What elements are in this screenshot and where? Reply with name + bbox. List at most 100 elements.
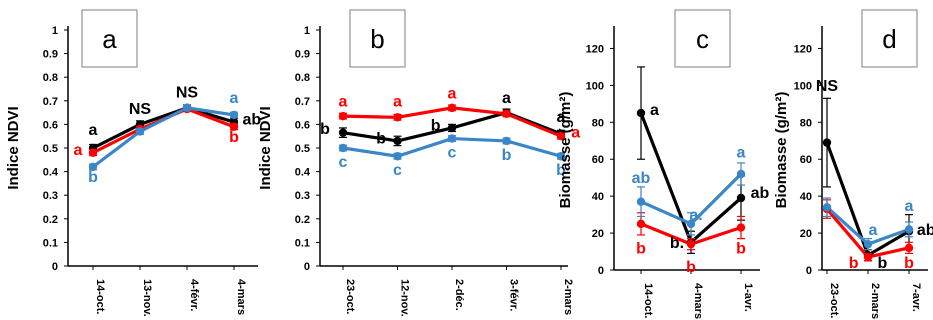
significance-label: b xyxy=(849,255,859,272)
significance-label: b xyxy=(320,121,330,138)
data-point xyxy=(863,239,873,249)
data-point xyxy=(447,123,457,133)
data-point xyxy=(736,193,746,203)
data-point xyxy=(636,219,646,229)
x-tick-label: 2-mars xyxy=(869,283,881,319)
y-tick-label: 40 xyxy=(800,191,812,203)
y-axis-title: Indice NDVI xyxy=(5,106,22,189)
significance-label: a xyxy=(650,102,659,119)
significance-label: b xyxy=(502,147,512,164)
panel-label-box xyxy=(349,9,406,68)
y-tick-label: 0.5 xyxy=(295,143,310,155)
significance-label: b xyxy=(556,162,566,179)
significance-label: a xyxy=(868,222,877,239)
y-tick-label: 0.3 xyxy=(43,190,58,202)
y-tick-label: 40 xyxy=(592,191,604,203)
y-tick-label: 0.9 xyxy=(295,49,310,61)
y-tick-label: 0.1 xyxy=(295,237,310,249)
y-tick-label: 0.6 xyxy=(43,119,58,131)
data-point xyxy=(88,148,98,157)
x-tick-label: 23-oct. xyxy=(828,283,840,318)
panel-label: b xyxy=(370,24,384,54)
x-tick-label: 12-nov. xyxy=(399,279,411,317)
x-tick-label: 4-mars xyxy=(692,283,704,319)
y-tick-label: 0 xyxy=(52,261,58,273)
x-tick-label: 14-oct. xyxy=(642,283,654,318)
significance-label: ab xyxy=(751,185,770,202)
data-point xyxy=(636,197,646,206)
significance-label: a xyxy=(737,144,746,161)
chart-panel-b: 0 0.1 0.2 0.3 0.4 0.5 0.6 0.7 0.8 0.9 1 23-oct. 12-n… xyxy=(257,9,580,317)
data-point xyxy=(904,225,914,234)
significance-label: c xyxy=(393,162,402,179)
panel-label: a xyxy=(102,24,117,54)
x-tick-label: 7-avr. xyxy=(910,283,922,312)
data-point xyxy=(686,219,696,229)
y-tick-label: 120 xyxy=(586,43,604,55)
y-tick-label: 0.5 xyxy=(43,143,58,155)
significance-label: b xyxy=(229,129,239,146)
data-point xyxy=(904,243,914,253)
significance-label: b xyxy=(376,130,386,147)
y-tick-label: 80 xyxy=(592,117,604,129)
data-point xyxy=(338,143,348,153)
y-tick-label: 0.9 xyxy=(43,49,58,61)
data-point xyxy=(502,109,511,118)
data-point xyxy=(556,132,566,141)
x-tick-label: 13-nov. xyxy=(141,279,153,317)
data-point xyxy=(393,152,402,161)
y-tick-label: 0 xyxy=(598,265,604,277)
data-point xyxy=(229,122,239,131)
y-tick-label: 60 xyxy=(800,154,812,166)
significance-label: b xyxy=(431,117,441,134)
data-point xyxy=(447,134,457,143)
x-tick-label: 23-oct. xyxy=(344,279,356,314)
y-tick-label: 100 xyxy=(586,80,604,92)
x-tick-label: 2-déc. xyxy=(453,279,465,311)
significance-label: b xyxy=(904,255,914,272)
significance-label: NS xyxy=(129,101,152,118)
y-tick-label: 0.2 xyxy=(295,214,310,226)
significance-label: c xyxy=(448,144,457,161)
significance-label: ab xyxy=(632,170,651,187)
x-tick-label: 4-mars xyxy=(235,279,247,315)
significance-label: a xyxy=(230,90,239,107)
y-tick-label: 0.4 xyxy=(43,167,59,179)
y-tick-label: 60 xyxy=(592,154,604,166)
significance-label: b. xyxy=(670,235,684,252)
y-tick-label: 0.6 xyxy=(295,119,310,131)
chart-panel-d: 0 20 40 60 80 100 120 23-oct. 2-mars 7-avr. Biomas… xyxy=(773,9,933,319)
significance-label: a xyxy=(557,109,566,126)
y-tick-label: 20 xyxy=(800,228,812,240)
significance-label: a xyxy=(905,198,914,215)
x-tick-label: 2-mars xyxy=(562,279,574,315)
panel-label: d xyxy=(882,24,896,54)
significance-label: a xyxy=(393,94,402,111)
panel-label-box xyxy=(81,9,138,68)
data-point xyxy=(88,162,98,172)
data-point xyxy=(636,108,646,118)
data-point xyxy=(686,239,696,249)
chart-panel-c: 0 20 40 60 80 100 120 14-oct. 4-mars 1-avr. Biomas… xyxy=(557,9,770,319)
y-tick-label: 1 xyxy=(304,25,310,37)
significance-label: NS xyxy=(176,84,199,101)
x-tick-label: 3-févr. xyxy=(508,279,520,311)
y-tick-label: 0.7 xyxy=(43,96,58,108)
y-tick-label: 0 xyxy=(304,261,310,273)
y-tick-label: 120 xyxy=(794,43,812,55)
data-point xyxy=(182,103,192,113)
chart-panel-a: 0 0.1 0.2 0.3 0.4 0.5 0.6 0.7 0.8 0.9 1 14-oct. 13-n… xyxy=(5,9,261,317)
x-tick-label: 1-avr. xyxy=(742,283,754,312)
panel-label-box xyxy=(674,9,731,68)
y-tick-label: 80 xyxy=(800,117,812,129)
significance-label: b xyxy=(636,240,646,257)
significance-label: b xyxy=(88,169,98,186)
y-tick-label: 0.8 xyxy=(295,72,310,84)
significance-label: a xyxy=(502,90,511,107)
significance-label: a xyxy=(89,122,98,139)
data-point xyxy=(135,127,145,136)
data-point xyxy=(229,110,239,120)
y-tick-label: 0.3 xyxy=(295,190,310,202)
y-tick-label: 100 xyxy=(794,80,812,92)
